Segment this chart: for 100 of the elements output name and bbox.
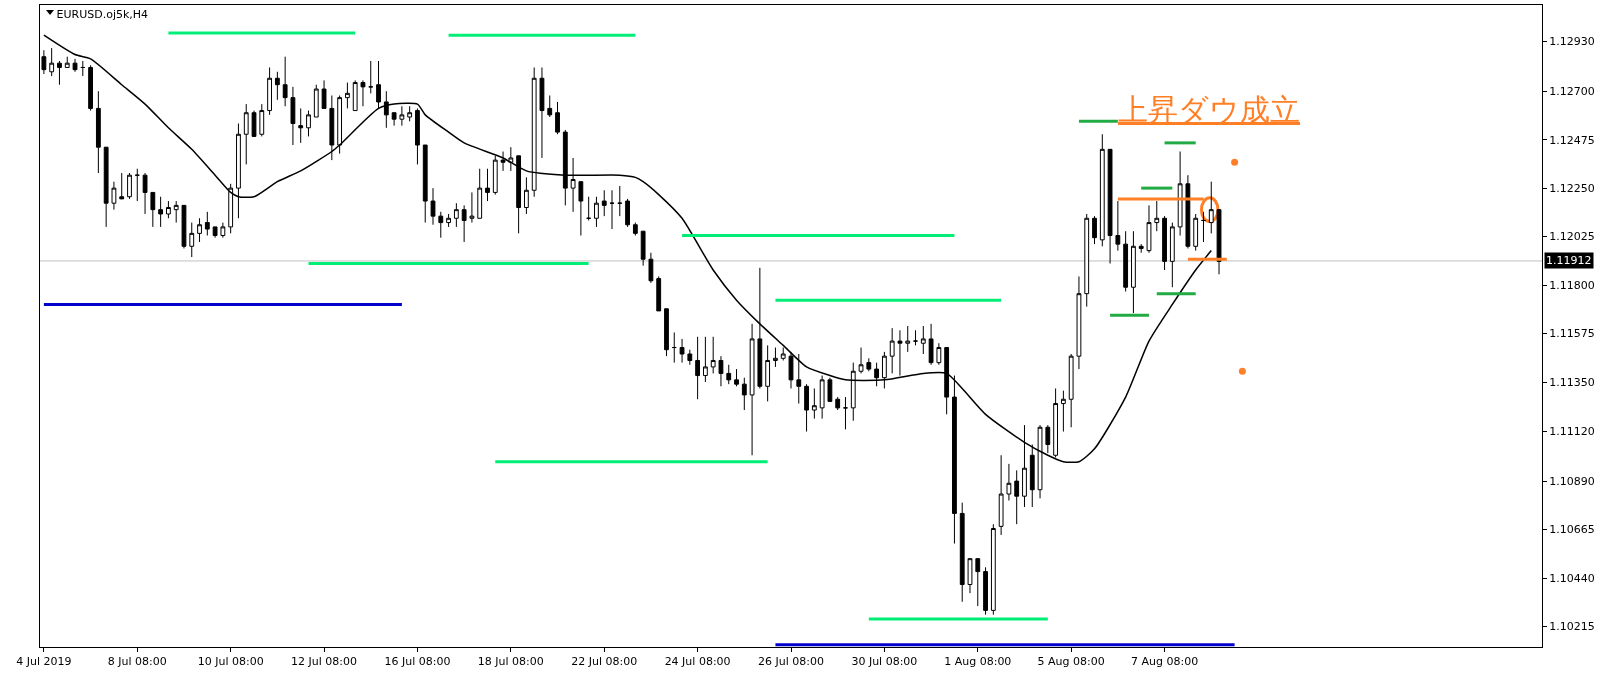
candlestick xyxy=(461,204,467,243)
candlestick xyxy=(134,168,140,202)
candlestick xyxy=(959,502,965,603)
y-tick-label: 1.11120 xyxy=(1549,425,1595,439)
candlestick xyxy=(399,105,405,127)
x-tick-label: 12 Jul 08:00 xyxy=(291,655,358,669)
candlestick xyxy=(578,181,584,237)
candlestick xyxy=(664,308,669,357)
candlestick xyxy=(773,347,778,368)
candlestick xyxy=(967,558,973,594)
x-tick-label: 4 Jul 2019 xyxy=(16,655,72,669)
candlestick xyxy=(492,155,498,196)
candlestick xyxy=(64,56,70,68)
candlestick xyxy=(415,107,420,165)
candlestick xyxy=(726,364,732,385)
candlestick xyxy=(352,79,358,112)
candlestick xyxy=(710,336,716,374)
candlestick xyxy=(274,71,280,101)
candlestick xyxy=(1045,424,1051,454)
candlestick xyxy=(625,198,630,228)
candlestick xyxy=(446,213,451,228)
candlestick xyxy=(329,94,335,161)
candlestick xyxy=(243,103,249,165)
candlestick xyxy=(804,383,809,433)
candlestick xyxy=(220,222,226,239)
y-tick-label: 1.11800 xyxy=(1549,278,1595,292)
x-tick-label: 7 Aug 08:00 xyxy=(1130,655,1199,669)
candlestick xyxy=(539,66,545,159)
y-tick-label: 1.12700 xyxy=(1549,85,1595,99)
candlestick xyxy=(570,157,576,213)
candlestick xyxy=(1115,200,1121,252)
x-tick-label: 5 Aug 08:00 xyxy=(1037,655,1105,669)
candlestick xyxy=(594,196,599,228)
y-tick-label: 1.10665 xyxy=(1549,523,1595,537)
candlestick xyxy=(345,82,350,109)
candlestick xyxy=(49,47,55,77)
candlestick xyxy=(687,349,693,366)
candlestick xyxy=(212,226,218,239)
candlestick xyxy=(835,396,841,411)
candlestick xyxy=(376,60,381,109)
candlestick xyxy=(1068,353,1074,428)
candlestick xyxy=(975,558,981,607)
chart-title: EURUSD.oj5k,H4 xyxy=(56,7,149,21)
candlestick xyxy=(617,185,623,217)
ref-line-label: 1.11912 xyxy=(1546,254,1592,267)
candlestick xyxy=(555,101,560,135)
annotation: 上昇ダウ成立 xyxy=(1118,92,1300,127)
candlestick xyxy=(485,168,490,202)
candlestick xyxy=(920,325,926,355)
candlestick xyxy=(1177,151,1183,237)
candlestick xyxy=(158,196,164,228)
candlestick xyxy=(259,103,265,137)
candlestick xyxy=(889,327,895,374)
candlestick xyxy=(679,338,685,364)
candlestick xyxy=(819,375,825,420)
candlestick xyxy=(173,200,179,224)
candlestick xyxy=(928,323,934,366)
candlestick xyxy=(749,323,755,456)
candlestick xyxy=(127,172,132,200)
candlestick xyxy=(1185,174,1191,249)
candlestick xyxy=(306,110,311,137)
candlestick xyxy=(453,202,459,228)
candlestick xyxy=(204,211,210,237)
candlestick xyxy=(905,325,911,353)
candlestick xyxy=(1162,215,1167,271)
candlestick xyxy=(897,329,903,377)
candlestick xyxy=(983,566,988,616)
candlestick xyxy=(1060,390,1066,433)
candlestick xyxy=(874,362,880,387)
candlestick xyxy=(718,355,724,387)
candlestick xyxy=(1138,243,1144,254)
candlestick xyxy=(197,217,202,243)
y-tick-label: 1.11575 xyxy=(1549,327,1595,341)
candlestick xyxy=(290,86,296,146)
candlestick xyxy=(1099,133,1105,247)
candlestick xyxy=(181,204,187,249)
candlestick xyxy=(119,172,125,200)
candlestick xyxy=(228,183,234,234)
candlestick xyxy=(422,144,428,224)
x-tick-label: 8 Jul 08:00 xyxy=(107,655,167,669)
candlestick xyxy=(734,368,739,387)
candlestick xyxy=(508,146,514,172)
candlestick xyxy=(166,200,171,219)
candlestick xyxy=(313,84,319,118)
candlestick xyxy=(648,252,654,284)
candlestick xyxy=(850,362,856,422)
candlestick xyxy=(236,122,241,219)
candlestick xyxy=(1006,463,1012,501)
candlestick xyxy=(360,79,366,107)
candlestick xyxy=(827,377,833,402)
candlestick xyxy=(80,60,86,77)
candlestick xyxy=(1146,204,1152,254)
candlestick xyxy=(251,110,257,137)
candlestick xyxy=(407,105,413,122)
candlestick xyxy=(858,347,864,374)
candlestick xyxy=(656,275,662,312)
candlestick xyxy=(438,211,444,239)
x-tick-label: 10 Jul 08:00 xyxy=(197,655,264,669)
candlestick xyxy=(391,112,397,127)
candlestick xyxy=(477,168,483,219)
